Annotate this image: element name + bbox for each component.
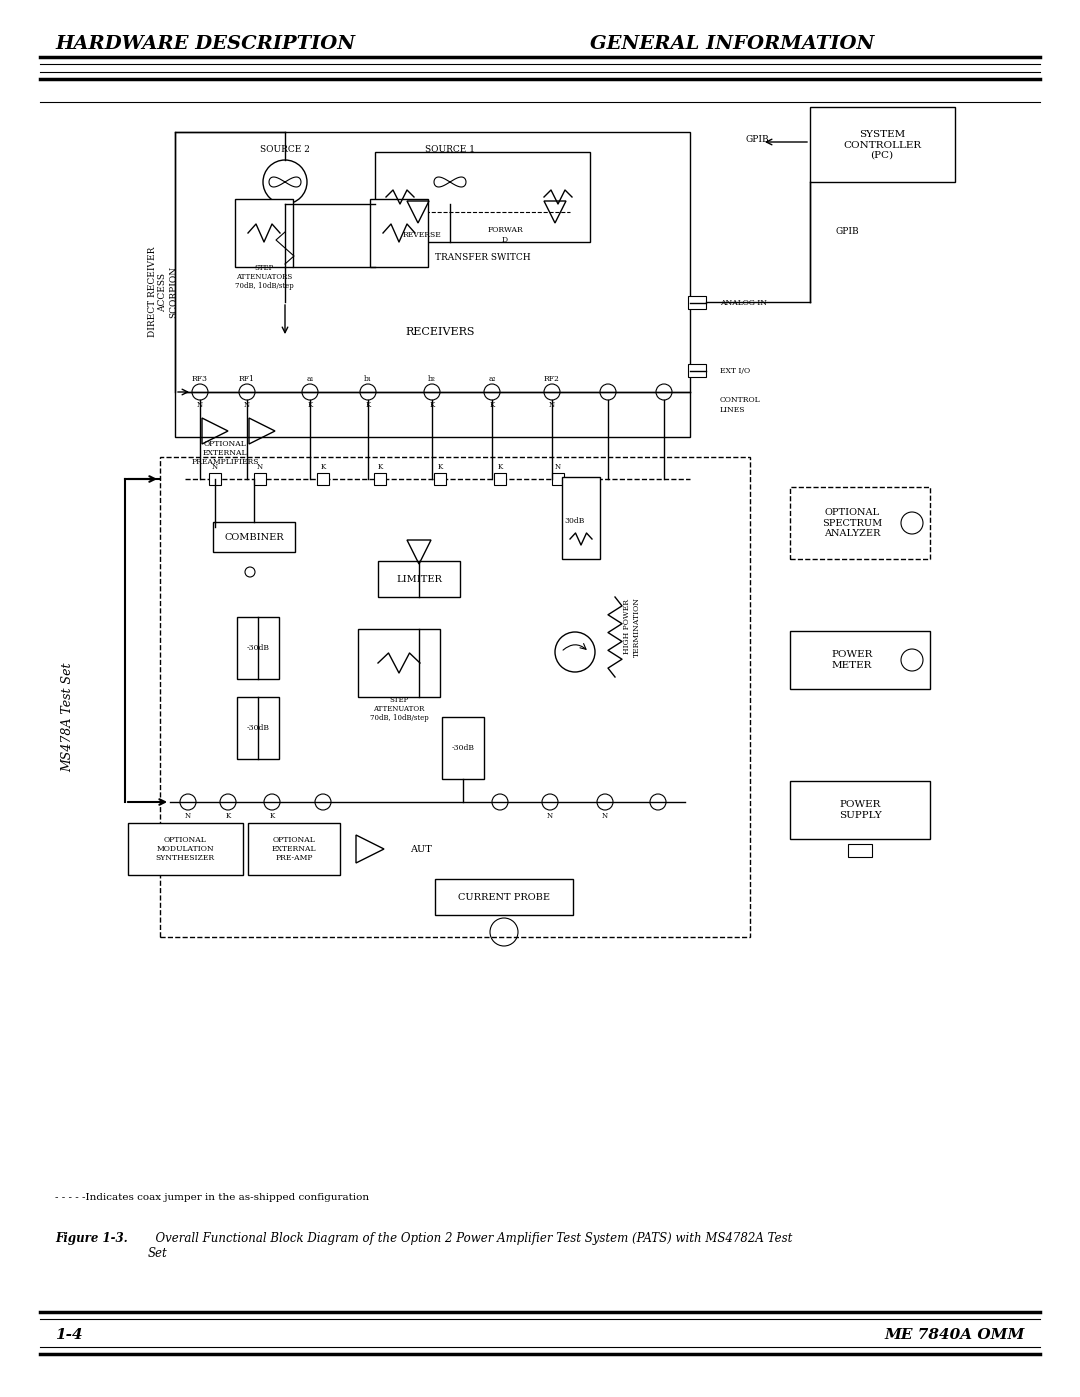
Text: SOURCE 1: SOURCE 1 bbox=[426, 144, 475, 154]
Bar bbox=[129, 823, 243, 875]
Bar bbox=[175, 131, 690, 437]
Bar bbox=[810, 108, 955, 182]
Bar bbox=[688, 296, 706, 309]
Text: N: N bbox=[197, 401, 203, 409]
Text: N: N bbox=[555, 462, 562, 471]
Bar bbox=[789, 488, 930, 559]
Text: N: N bbox=[549, 401, 555, 409]
Text: K: K bbox=[365, 401, 370, 409]
Text: GPIB: GPIB bbox=[835, 228, 859, 236]
Text: K: K bbox=[430, 401, 434, 409]
Text: EXT I/O: EXT I/O bbox=[720, 367, 751, 374]
Text: FORWAR
D: FORWAR D bbox=[487, 226, 523, 243]
Text: TRANSFER SWITCH: TRANSFER SWITCH bbox=[435, 253, 530, 261]
Bar bbox=[494, 474, 507, 485]
Text: CONTROL
LINES: CONTROL LINES bbox=[720, 397, 760, 414]
Text: b₁: b₁ bbox=[364, 374, 372, 383]
Text: STEP
ATTENUATOR
70dB, 10dB/step: STEP ATTENUATOR 70dB, 10dB/step bbox=[369, 696, 429, 722]
Text: ME 7840A OMM: ME 7840A OMM bbox=[885, 1329, 1025, 1343]
Text: K: K bbox=[269, 812, 274, 820]
Text: CURRENT PROBE: CURRENT PROBE bbox=[458, 893, 550, 901]
Text: 1-4: 1-4 bbox=[55, 1329, 83, 1343]
Text: a₂: a₂ bbox=[488, 374, 496, 383]
Text: MS478A Test Set: MS478A Test Set bbox=[62, 662, 75, 771]
Text: N: N bbox=[212, 462, 218, 471]
Text: a₁: a₁ bbox=[307, 374, 314, 383]
Text: 30dB: 30dB bbox=[564, 517, 584, 525]
Text: HARDWARE DESCRIPTION: HARDWARE DESCRIPTION bbox=[55, 35, 355, 53]
Bar bbox=[562, 476, 600, 559]
Bar bbox=[848, 844, 872, 856]
Text: ANALOG IN: ANALOG IN bbox=[720, 299, 767, 307]
Bar bbox=[318, 474, 329, 485]
Bar bbox=[552, 474, 564, 485]
Bar bbox=[237, 697, 279, 759]
Text: K: K bbox=[498, 462, 502, 471]
Bar bbox=[160, 457, 750, 937]
Bar bbox=[210, 474, 221, 485]
Text: GENERAL INFORMATION: GENERAL INFORMATION bbox=[590, 35, 875, 53]
Bar bbox=[688, 365, 706, 377]
Bar bbox=[357, 629, 440, 697]
Text: SYSTEM
CONTROLLER
(PC): SYSTEM CONTROLLER (PC) bbox=[842, 130, 921, 159]
Text: OPTIONAL
SPECTRUM
ANALYZER: OPTIONAL SPECTRUM ANALYZER bbox=[822, 509, 882, 538]
Text: DIRECT RECEIVER
ACCESS
SCORPION: DIRECT RECEIVER ACCESS SCORPION bbox=[148, 247, 178, 337]
Text: -30dB: -30dB bbox=[246, 644, 270, 652]
Text: N: N bbox=[244, 401, 251, 409]
Bar bbox=[434, 474, 446, 485]
Bar bbox=[789, 631, 930, 689]
Bar bbox=[375, 152, 590, 242]
Text: K: K bbox=[226, 812, 231, 820]
Text: STEP
ATTENUATORS
70dB, 10dB/step: STEP ATTENUATORS 70dB, 10dB/step bbox=[234, 264, 294, 291]
Text: OPTIONAL
EXTERNAL
PRE-AMP: OPTIONAL EXTERNAL PRE-AMP bbox=[272, 835, 316, 862]
Text: -30dB: -30dB bbox=[451, 745, 474, 752]
Text: b₂: b₂ bbox=[428, 374, 436, 383]
Bar bbox=[435, 879, 573, 915]
Bar bbox=[248, 823, 340, 875]
Text: RECEIVERS: RECEIVERS bbox=[405, 327, 475, 337]
Text: Overall Functional Block Diagram of the Option 2 Power Amplifier Test System (PA: Overall Functional Block Diagram of the … bbox=[148, 1232, 793, 1260]
Text: Figure 1-3.: Figure 1-3. bbox=[55, 1232, 127, 1245]
Text: COMBINER: COMBINER bbox=[225, 532, 284, 542]
Text: RF1: RF1 bbox=[239, 374, 255, 383]
Text: OPTIONAL
MODULATION
SYNTHESIZER: OPTIONAL MODULATION SYNTHESIZER bbox=[156, 835, 215, 862]
Text: HIGH POWER
TERMINATION: HIGH POWER TERMINATION bbox=[623, 597, 640, 657]
Text: POWER
METER: POWER METER bbox=[832, 650, 873, 669]
Text: LIMITER: LIMITER bbox=[396, 574, 442, 584]
Text: REVERSE: REVERSE bbox=[403, 231, 442, 239]
Bar bbox=[378, 562, 460, 597]
Text: K: K bbox=[321, 462, 326, 471]
Text: - - - - -Indicates coax jumper in the as-shipped configuration: - - - - -Indicates coax jumper in the as… bbox=[55, 1193, 369, 1201]
Text: K: K bbox=[308, 401, 312, 409]
Bar bbox=[442, 717, 484, 780]
Text: K: K bbox=[377, 462, 382, 471]
Text: RF2: RF2 bbox=[544, 374, 559, 383]
Text: N: N bbox=[546, 812, 553, 820]
Text: N: N bbox=[602, 812, 608, 820]
Bar bbox=[254, 474, 266, 485]
Text: K: K bbox=[489, 401, 495, 409]
Bar bbox=[370, 198, 428, 267]
Text: POWER
SUPPLY: POWER SUPPLY bbox=[839, 800, 881, 820]
Text: GPIB: GPIB bbox=[745, 134, 769, 144]
Bar bbox=[789, 781, 930, 840]
Text: K: K bbox=[437, 462, 443, 471]
Bar bbox=[237, 617, 279, 679]
Text: AUT: AUT bbox=[410, 845, 432, 854]
Text: N: N bbox=[257, 462, 264, 471]
Bar bbox=[235, 198, 293, 267]
Text: N: N bbox=[185, 812, 191, 820]
Bar bbox=[213, 522, 295, 552]
Bar bbox=[374, 474, 386, 485]
Text: RF3: RF3 bbox=[192, 374, 208, 383]
Text: -30dB: -30dB bbox=[246, 724, 270, 732]
Text: SOURCE 2: SOURCE 2 bbox=[260, 144, 310, 154]
Text: OPTIONAL
EXTERNAL
PREAMPLIFIERS: OPTIONAL EXTERNAL PREAMPLIFIERS bbox=[191, 440, 259, 467]
